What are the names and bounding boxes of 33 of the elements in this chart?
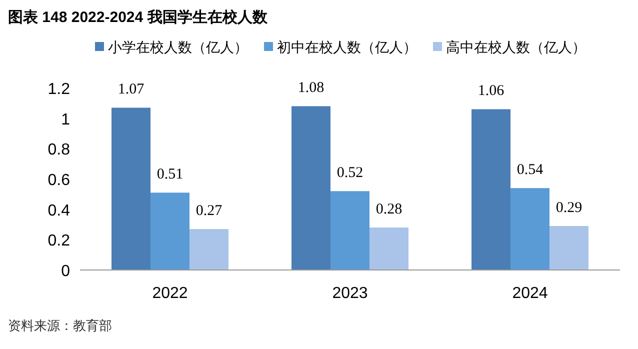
legend-label: 小学在校人数（亿人）	[108, 39, 248, 55]
y-tick-label: 0.4	[48, 202, 70, 220]
x-tick-label: 2022	[152, 285, 188, 302]
x-tick-label: 2023	[332, 285, 368, 302]
y-tick-label: 1.2	[48, 81, 70, 98]
y-tick-label: 0.8	[48, 142, 70, 159]
bar	[330, 191, 370, 270]
x-tick-label: 2024	[512, 285, 548, 302]
y-tick-label: 0.2	[48, 232, 70, 250]
bar	[292, 106, 330, 270]
chart-title: 图表 148 2022-2024 我国学生在校人数	[8, 9, 268, 26]
data-label: 0.51	[156, 166, 184, 183]
legend-label: 初中在校人数（亿人）	[277, 39, 417, 55]
data-label: 0.54	[516, 162, 544, 178]
data-label: 0.28	[376, 202, 402, 218]
bar	[370, 228, 408, 270]
data-label: 1.08	[298, 80, 324, 96]
bar	[472, 109, 510, 270]
y-tick-label: 1	[61, 111, 70, 128]
y-tick-label: 0	[61, 263, 70, 280]
data-label: 0.52	[336, 165, 364, 182]
y-tick-label: 0.6	[48, 172, 70, 189]
data-label: 0.29	[556, 200, 582, 216]
bar	[510, 188, 550, 270]
data-label: 1.07	[118, 82, 145, 98]
bar	[550, 226, 588, 270]
data-label: 0.27	[196, 203, 223, 220]
bar	[190, 229, 228, 270]
bar	[112, 108, 150, 270]
data-label: 1.06	[478, 83, 505, 100]
legend-label: 高中在校人数（亿人）	[446, 39, 586, 55]
bar	[150, 192, 190, 270]
text: 资料来源：教育部	[8, 318, 112, 333]
